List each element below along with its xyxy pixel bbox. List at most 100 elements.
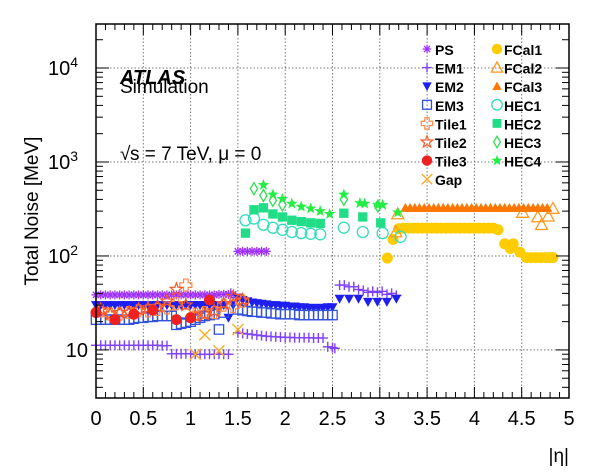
series-hec2 bbox=[240, 203, 386, 238]
data-point bbox=[185, 312, 197, 324]
y-tick-label: 102 bbox=[48, 242, 78, 268]
data-point bbox=[257, 179, 270, 190]
legend-label: Gap bbox=[435, 172, 462, 188]
legend-item-hec3: HEC3 bbox=[492, 135, 542, 151]
legend-marker-icon bbox=[422, 82, 432, 91]
legend-item-ps: PS bbox=[422, 42, 454, 58]
simulation-label: Simulation bbox=[120, 77, 209, 98]
data-point bbox=[223, 313, 234, 323]
data-point bbox=[314, 228, 327, 241]
data-point bbox=[305, 202, 317, 214]
legend-marker-icon bbox=[422, 62, 432, 73]
data-point bbox=[213, 324, 225, 335]
data-point bbox=[353, 294, 364, 304]
data-point bbox=[391, 294, 402, 304]
x-tick-labels: 0 0.5 1 1.5 2 2.5 3 3.5 4 4.5 5 bbox=[90, 408, 574, 430]
data-point bbox=[381, 289, 392, 300]
series-hec1 bbox=[239, 212, 407, 243]
data-point bbox=[285, 225, 298, 239]
data-point bbox=[131, 304, 146, 318]
series-layer bbox=[90, 179, 561, 361]
data-point bbox=[337, 221, 351, 234]
series-fcal3 bbox=[400, 202, 553, 212]
y-tick-label: 104 bbox=[48, 54, 78, 80]
data-point bbox=[386, 288, 397, 299]
data-point bbox=[541, 208, 556, 222]
data-point bbox=[258, 203, 269, 213]
x-tick-label: 2.5 bbox=[319, 408, 347, 430]
series-ps bbox=[91, 246, 271, 300]
legend-item-tile2: Tile2 bbox=[419, 134, 467, 151]
conditions-label: √ s = 7 TeV, μ = 0 bbox=[120, 144, 261, 165]
data-point bbox=[334, 294, 345, 304]
data-point bbox=[362, 297, 373, 307]
data-point bbox=[207, 305, 221, 320]
data-point bbox=[322, 341, 333, 352]
data-point bbox=[295, 200, 307, 212]
series-gap bbox=[189, 323, 244, 361]
data-point bbox=[372, 287, 383, 298]
data-point bbox=[225, 288, 241, 304]
legend-item-tile1: Tile1 bbox=[420, 116, 467, 132]
data-point bbox=[372, 297, 383, 307]
data-point bbox=[547, 252, 559, 264]
data-point bbox=[358, 285, 369, 296]
sqrt-symbol: √ bbox=[120, 144, 131, 165]
data-point bbox=[276, 223, 289, 236]
data-point bbox=[304, 227, 317, 240]
legend-item-gap: Gap bbox=[421, 172, 462, 188]
data-point bbox=[507, 238, 519, 250]
data-point bbox=[356, 225, 369, 239]
legend-label: PS bbox=[435, 42, 454, 58]
legend-label: FCal2 bbox=[504, 61, 542, 77]
x-tick-label: 3 bbox=[374, 408, 385, 430]
data-point bbox=[323, 207, 336, 219]
data-point bbox=[327, 309, 338, 321]
legend: PS EM1 EM2 EM3 Tile1 Tile2 Tile3 Gap FCal1 FCal2 F… bbox=[419, 42, 542, 188]
data-point bbox=[109, 314, 121, 326]
legend-label: EM3 bbox=[435, 98, 464, 114]
legend-marker-icon bbox=[420, 117, 434, 130]
data-point bbox=[542, 202, 553, 212]
legend-marker-icon bbox=[421, 173, 433, 185]
data-point bbox=[204, 294, 216, 306]
data-point bbox=[329, 343, 340, 354]
data-point bbox=[128, 308, 140, 320]
legend-label: EM1 bbox=[435, 61, 464, 77]
data-point bbox=[306, 218, 316, 228]
data-point bbox=[348, 281, 359, 292]
series-tile3 bbox=[90, 294, 216, 326]
data-point bbox=[315, 218, 325, 229]
y-tick-labels: 10 102 103 104 bbox=[48, 54, 88, 362]
legend-label: Tile1 bbox=[435, 116, 467, 132]
data-point bbox=[266, 221, 280, 234]
data-point bbox=[267, 188, 279, 200]
data-point bbox=[218, 307, 230, 318]
data-point bbox=[390, 206, 405, 220]
x-tick-label: 1 bbox=[185, 408, 196, 430]
legend-label: FCal3 bbox=[504, 79, 542, 95]
legend-item-fcal3: FCal3 bbox=[492, 79, 542, 95]
data-point bbox=[276, 192, 289, 204]
data-point bbox=[206, 302, 223, 318]
data-point bbox=[367, 286, 378, 297]
legend-label: HEC3 bbox=[504, 135, 542, 151]
legend-marker-icon bbox=[491, 98, 503, 111]
atlas-label: ATLAS bbox=[119, 67, 186, 89]
data-point bbox=[318, 332, 329, 343]
data-point bbox=[234, 291, 251, 307]
data-point bbox=[259, 188, 268, 203]
series-hec4 bbox=[257, 179, 404, 219]
data-point bbox=[239, 214, 252, 227]
data-point bbox=[198, 328, 211, 341]
data-point bbox=[353, 284, 364, 295]
x-tick-label: 0.5 bbox=[129, 408, 157, 430]
legend-marker-icon bbox=[421, 155, 433, 166]
data-point bbox=[212, 344, 225, 357]
data-point bbox=[287, 215, 297, 225]
data-point bbox=[534, 217, 549, 231]
data-point bbox=[168, 281, 185, 297]
legend-item-em2: EM2 bbox=[422, 79, 464, 95]
legend-item-hec1: HEC1 bbox=[491, 98, 542, 114]
